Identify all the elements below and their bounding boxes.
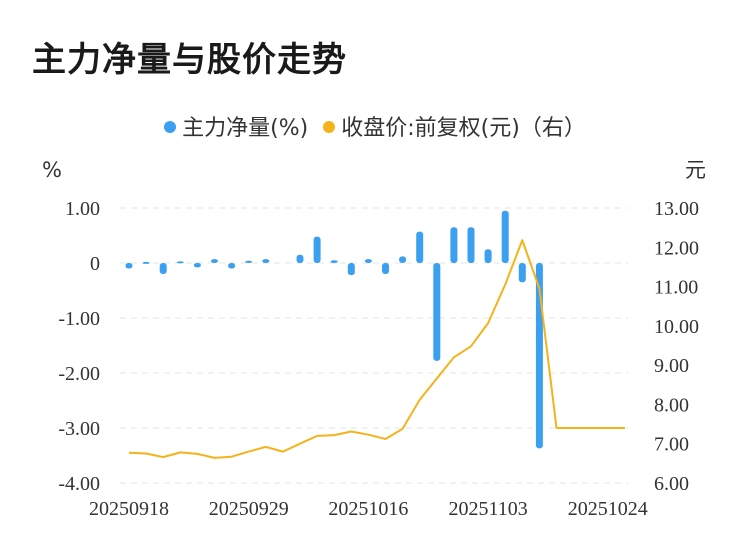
legend-label-close-price: 收盘价:前复权(元)（右） — [341, 116, 586, 141]
bar — [484, 249, 492, 263]
right-tick-label: 10.00 — [654, 316, 699, 338]
left-tick-label: -4.00 — [58, 473, 100, 495]
right-tick-label: 7.00 — [654, 434, 689, 456]
left-tick-label: 1.00 — [65, 198, 100, 220]
bar — [433, 263, 441, 361]
right-axis-unit: 元 — [685, 158, 706, 182]
bar — [262, 259, 270, 263]
x-tick-label: 20251016 — [328, 498, 408, 520]
right-tick-label: 6.00 — [654, 473, 689, 495]
chart-title: 主力净量与股价走势 — [32, 40, 347, 80]
bar — [313, 236, 321, 263]
left-tick-label: -1.00 — [58, 308, 100, 330]
bar — [330, 260, 338, 263]
bar — [382, 263, 389, 274]
bar — [450, 227, 458, 263]
bar — [501, 210, 509, 263]
right-tick-label: 12.00 — [654, 237, 699, 259]
bar — [364, 259, 372, 263]
left-tick-label: -2.00 — [58, 363, 100, 385]
right-tick-label: 13.00 — [654, 198, 699, 220]
bar — [228, 263, 236, 269]
x-tick-label: 20251103 — [448, 498, 527, 520]
right-tick-label: 11.00 — [654, 277, 698, 299]
bar — [347, 263, 355, 276]
bar — [211, 259, 218, 263]
legend-dot-yellow — [323, 121, 336, 133]
chart-legend: 主力净量(%) 收盘价:前复权(元)（右） — [0, 110, 750, 142]
bar — [176, 261, 184, 264]
legend-item-close-price[interactable]: 收盘价:前复权(元)（右） — [323, 110, 586, 142]
bar — [159, 263, 167, 274]
bar — [193, 263, 201, 268]
left-tick-label: 0 — [90, 253, 100, 275]
bar — [518, 263, 526, 283]
bar — [416, 231, 424, 263]
legend-dot-blue — [164, 121, 177, 133]
legend-item-main-net[interactable]: 主力净量(%) — [164, 110, 308, 142]
bar — [467, 227, 475, 263]
x-tick-label: 20250929 — [209, 498, 289, 520]
bar — [245, 260, 253, 263]
bar — [142, 261, 150, 264]
x-tick-label: 20250918 — [89, 498, 169, 520]
left-axis-unit: % — [42, 158, 62, 182]
legend-label-main-net: 主力净量(%) — [182, 116, 309, 141]
right-tick-label: 9.00 — [654, 355, 689, 377]
left-tick-label: -3.00 — [58, 418, 100, 440]
right-tick-label: 8.00 — [654, 394, 689, 416]
x-tick-label: 20251024 — [568, 498, 648, 520]
bar — [399, 256, 407, 263]
bar — [125, 263, 133, 269]
price-line — [128, 239, 625, 459]
bar — [296, 254, 304, 263]
